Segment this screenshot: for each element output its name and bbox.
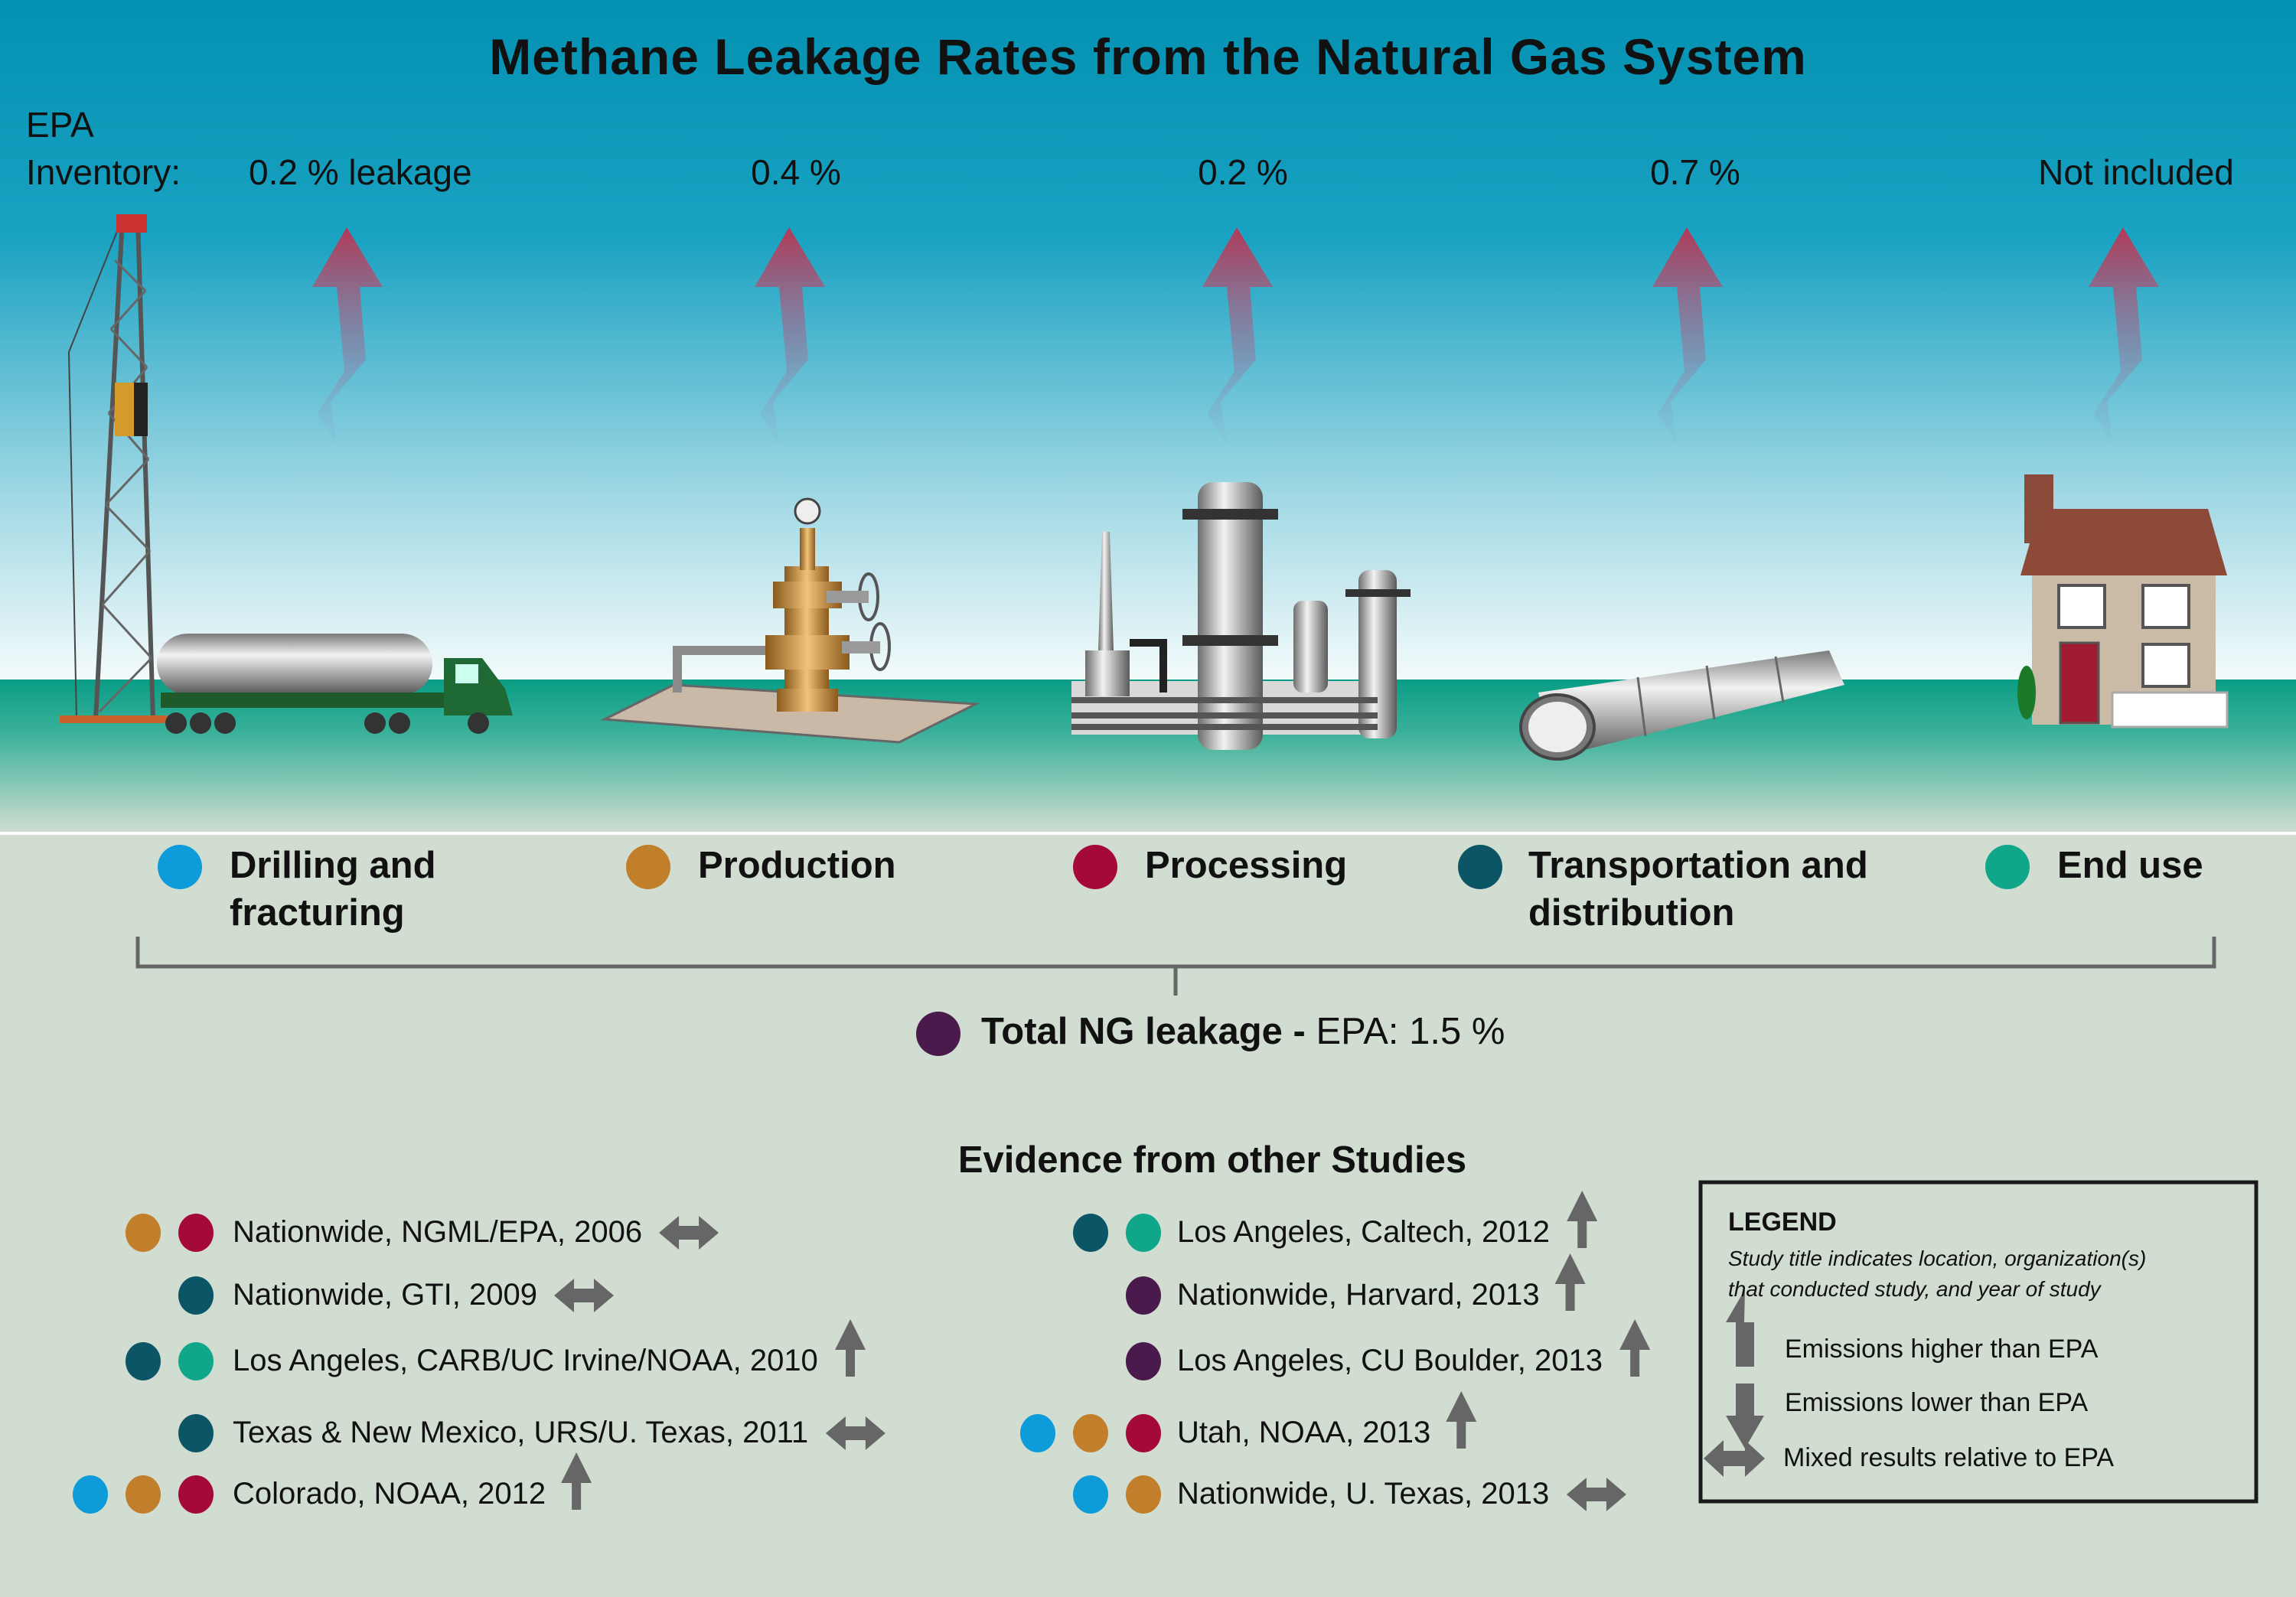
arrow-up-icon xyxy=(1554,1253,1586,1311)
stage-transportation: Transportation and distribution xyxy=(1528,845,1868,934)
transportation-dot-icon xyxy=(1458,845,1502,889)
stage-dot-drilling-icon xyxy=(1020,1414,1055,1452)
bracket-divider xyxy=(135,937,2216,996)
study-item: Los Angeles, CU Boulder, 2013 xyxy=(1177,1344,1603,1377)
total-label: Total NG leakage - xyxy=(981,1011,1306,1052)
stage-production: Production xyxy=(698,845,896,886)
emission-arrows xyxy=(312,227,2159,446)
emission-arrow-icon xyxy=(755,227,825,446)
stage-dot-production-icon xyxy=(126,1214,161,1252)
arrow-up-icon xyxy=(835,1319,866,1377)
arrow-both-icon xyxy=(1566,1478,1626,1511)
page-title: Methane Leakage Rates from the Natural G… xyxy=(489,28,1807,85)
tanker-truck-icon xyxy=(157,634,513,734)
epa-inventory-label-line2: Inventory: xyxy=(26,152,181,192)
epa-value-processing: 0.2 % xyxy=(1198,152,1288,192)
emission-arrow-icon xyxy=(1652,227,1723,446)
arrow-both-icon xyxy=(659,1216,719,1250)
study-item: Nationwide, Harvard, 2013 xyxy=(1177,1278,1540,1312)
stage-dot-total-icon xyxy=(1126,1276,1161,1315)
study-item: Texas & New Mexico, URS/U. Texas, 2011 xyxy=(233,1416,809,1449)
arrow-up-icon xyxy=(1567,1191,1598,1248)
arrow-down-icon xyxy=(1726,1384,1764,1449)
processing-plant-icon xyxy=(1071,482,1411,750)
stage-drilling: Drilling and fracturing xyxy=(230,845,436,934)
processing-dot-icon xyxy=(1073,845,1117,889)
stage-dot-processing-icon xyxy=(1126,1414,1161,1452)
stage-dot-drilling-icon xyxy=(1073,1475,1108,1514)
study-item: Los Angeles, Caltech, 2012 xyxy=(1177,1215,1551,1249)
drilling-rig-icon xyxy=(60,214,174,723)
epa-value-end-use: Not included xyxy=(2038,152,2234,192)
stage-dot-transportation-icon xyxy=(178,1414,214,1452)
stage-dot-processing-icon xyxy=(178,1475,214,1514)
legend-higher: Emissions higher than EPA xyxy=(1785,1335,2099,1364)
study-item: Colorado, NOAA, 2012 xyxy=(233,1477,546,1511)
arrow-up-icon xyxy=(1619,1319,1651,1377)
epa-value-production: 0.4 % xyxy=(751,152,841,192)
legend-box xyxy=(1698,1180,2258,1504)
wellhead-icon xyxy=(600,497,980,744)
stage-end-use: End use xyxy=(2057,845,2203,886)
emission-arrow-icon xyxy=(2089,227,2159,446)
stage-dot-transportation-icon xyxy=(178,1276,214,1315)
house-icon xyxy=(2017,474,2229,728)
study-item: Los Angeles, CARB/UC Irvine/NOAA, 2010 xyxy=(233,1344,818,1377)
arrow-both-icon xyxy=(1704,1440,1765,1477)
arrow-both-icon xyxy=(553,1279,614,1312)
total-dot-icon xyxy=(916,1012,960,1056)
stage-processing: Processing xyxy=(1145,845,1348,886)
stage-dot-production-icon xyxy=(1126,1475,1161,1514)
evidence-heading: Evidence from other Studies xyxy=(957,1139,1467,1181)
production-dot-icon xyxy=(626,845,670,889)
stage-dot-end-use-icon xyxy=(178,1342,214,1380)
end-use-dot-icon xyxy=(1985,845,2030,889)
legend-title: LEGEND xyxy=(1728,1208,1837,1237)
stage-dot-end-use-icon xyxy=(1126,1214,1161,1252)
study-item: Utah, NOAA, 2013 xyxy=(1177,1416,1431,1449)
epa-inventory-label-line1: EPA xyxy=(26,105,94,145)
stage-dot-production-icon xyxy=(126,1475,161,1514)
epa-value-transportation: 0.7 % xyxy=(1650,152,1740,192)
arrow-up-icon xyxy=(1446,1391,1477,1449)
stage-dot-processing-icon xyxy=(178,1214,214,1252)
stage-dot-drilling-icon xyxy=(73,1475,108,1514)
emission-arrow-icon xyxy=(1202,227,1273,446)
study-item: Nationwide, U. Texas, 2013 xyxy=(1177,1477,1550,1511)
pipeline-icon xyxy=(1519,650,1844,761)
drilling-dot-icon xyxy=(158,845,202,889)
total-leakage: Total NG leakage - EPA: 1.5 % xyxy=(981,1010,1505,1053)
stage-dot-transportation-icon xyxy=(1073,1214,1108,1252)
arrow-both-icon xyxy=(825,1416,885,1450)
arrow-up-icon xyxy=(1726,1289,1754,1367)
stage-dot-transportation-icon xyxy=(126,1342,161,1380)
legend-desc-line2: that conducted study, and year of study xyxy=(1728,1277,2101,1301)
stage-dot-total-icon xyxy=(1126,1342,1161,1380)
stage-dot-production-icon xyxy=(1073,1414,1108,1452)
arrow-up-icon xyxy=(561,1452,592,1510)
study-item: Nationwide, NGML/EPA, 2006 xyxy=(233,1215,643,1249)
legend-lower: Emissions lower than EPA xyxy=(1785,1388,2089,1417)
legend-mixed: Mixed results relative to EPA xyxy=(1783,1443,2115,1472)
epa-value-drilling: 0.2 % leakage xyxy=(249,152,472,192)
study-item: Nationwide, GTI, 2009 xyxy=(233,1278,537,1312)
legend-desc-line1: Study title indicates location, organiza… xyxy=(1728,1247,2147,1270)
emission-arrow-icon xyxy=(312,227,383,446)
total-value: EPA: 1.5 % xyxy=(1316,1011,1505,1052)
